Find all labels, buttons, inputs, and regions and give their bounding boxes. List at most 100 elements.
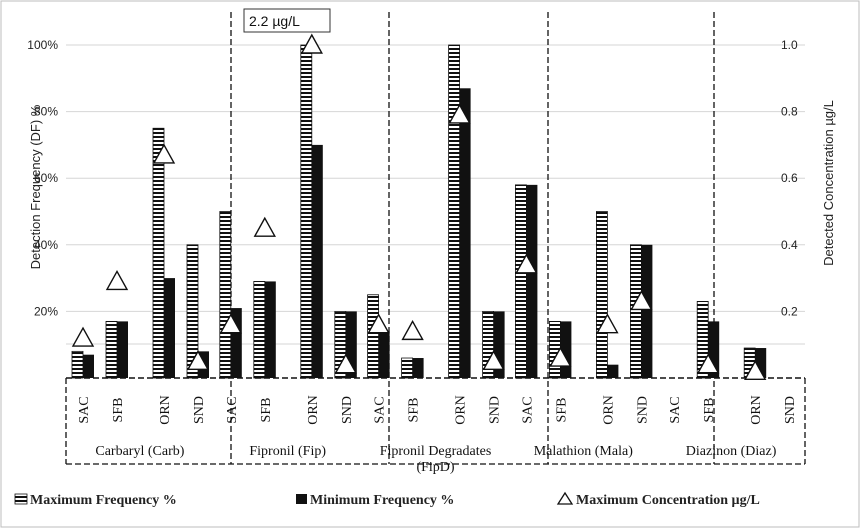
site-label: SAC — [520, 396, 535, 423]
site-label: SND — [488, 396, 503, 424]
marker-max-concentration — [401, 319, 424, 341]
bar-max-frequency — [630, 244, 642, 379]
site-label: SND — [783, 396, 798, 424]
site-label: ORN — [158, 395, 173, 425]
group-label: (FipD) — [416, 460, 454, 475]
annotation-box — [243, 8, 331, 33]
bar-max-frequency — [152, 127, 165, 379]
marker-max-concentration — [596, 313, 619, 334]
site-label: ORN — [454, 395, 469, 425]
bar-min-frequency — [459, 88, 471, 378]
y-right-tick-label: 0.2 — [781, 304, 798, 318]
site-label: ORN — [601, 395, 616, 425]
legend-label-min-frequency: Minimum Frequency % — [310, 493, 454, 508]
site-label: ORN — [306, 395, 321, 425]
bar-min-frequency — [641, 244, 653, 378]
site-label: SFB — [702, 398, 717, 423]
group-label: Carbaryl (Carb) — [95, 444, 184, 459]
concentration-markers — [71, 33, 767, 381]
legend-swatch-min-frequency — [296, 494, 307, 504]
bar-max-frequency — [596, 211, 608, 379]
y-left-tick-label: 40% — [34, 238, 58, 252]
marker-max-concentration — [186, 349, 210, 371]
marker-max-concentration — [219, 313, 242, 334]
bar-min-frequency — [412, 358, 424, 378]
site-label: SAC — [77, 396, 92, 423]
bar-max-frequency — [515, 184, 527, 379]
marker-max-concentration — [630, 289, 653, 311]
y-left-tick-label: 60% — [34, 171, 58, 185]
bar-max-frequency — [448, 44, 461, 379]
bar-min-frequency — [755, 348, 767, 378]
site-label: ORN — [749, 395, 764, 425]
bar-max-frequency — [253, 281, 266, 379]
site-label: SAC — [668, 396, 683, 423]
y-right-tick-label: 0.4 — [781, 238, 798, 252]
group-label: Fipronil (Fip) — [249, 444, 326, 459]
group-label: Fipronil Degradates — [380, 444, 492, 459]
bar-max-frequency — [105, 320, 118, 379]
group-label: Malathion (Mala) — [534, 444, 633, 459]
bar-max-frequency — [71, 350, 84, 379]
bar-min-frequency — [311, 144, 323, 378]
bar-min-frequency — [493, 311, 505, 378]
bars: SAC SFB ORN SND Carbaryl (Carb) SAC SFB ORN SND F… — [71, 44, 798, 475]
bar-min-frequency — [83, 354, 94, 378]
y-right-tick-label: 1.0 — [781, 38, 798, 52]
site-label: SAC — [225, 396, 240, 423]
bar-min-frequency — [164, 278, 175, 378]
bar-min-frequency — [264, 281, 276, 378]
y-right-tick-label: 0.8 — [781, 105, 798, 119]
legend-label-max-frequency: Maximum Frequency % — [30, 493, 177, 508]
labels: Detection Frequency (DF) % Detected Conc… — [28, 100, 836, 269]
marker-max-concentration — [71, 326, 95, 347]
site-label: SND — [192, 396, 207, 424]
site-label: SND — [635, 396, 650, 424]
bar-min-frequency — [378, 331, 390, 378]
group-label: Diazinon (Diaz) — [686, 444, 777, 459]
bar-min-frequency — [230, 308, 242, 378]
bar-min-frequency — [560, 321, 572, 378]
y-axis-left-label: Detection Frequency (DF) % — [28, 104, 43, 269]
legend-label-max-concentration: Maximum Concentration µg/L — [576, 493, 760, 508]
marker-max-concentration — [105, 269, 129, 291]
bar-min-frequency — [526, 184, 538, 378]
marker-max-concentration — [367, 313, 390, 334]
legend-swatch-max-frequency — [14, 493, 28, 505]
bar-min-frequency — [607, 364, 619, 378]
site-label: SFB — [554, 398, 569, 423]
annotation-callout: 2.2 µg/L — [243, 8, 331, 33]
bar-min-frequency — [117, 321, 128, 378]
marker-max-concentration — [300, 33, 323, 54]
bar-max-frequency — [300, 44, 313, 379]
bar-max-frequency — [367, 294, 380, 379]
site-label: SFB — [111, 398, 126, 423]
y-left-tick-label: 20% — [34, 304, 58, 318]
bar-max-frequency — [401, 357, 414, 379]
y-left-tick-label: 80% — [34, 105, 58, 119]
marker-max-concentration — [334, 353, 357, 374]
marker-max-concentration — [549, 346, 572, 367]
legend-swatch-max-concentration — [556, 491, 574, 505]
marker-max-concentration — [515, 253, 538, 274]
bar-min-frequency — [708, 321, 720, 378]
site-label: SFB — [259, 398, 274, 423]
marker-max-concentration — [482, 349, 505, 371]
y-axis-right-label: Detected Concentration µg/L — [821, 100, 836, 266]
y-left-tick-label: 100% — [27, 38, 58, 52]
marker-max-concentration — [152, 143, 176, 164]
bar-min-frequency — [345, 311, 357, 378]
marker-max-concentration — [448, 103, 471, 124]
bar-max-frequency — [219, 211, 232, 379]
site-label: SFB — [407, 398, 422, 423]
marker-max-concentration — [697, 353, 720, 374]
site-label: SND — [340, 396, 355, 424]
marker-max-concentration — [744, 359, 767, 381]
legend: Maximum Frequency % Minimum Frequency % Ma… — [14, 491, 760, 508]
bar-max-frequency — [186, 244, 199, 379]
marker-max-concentration — [253, 216, 276, 237]
site-label: SAC — [373, 396, 388, 423]
y-right-tick-label: 0.6 — [781, 171, 798, 185]
